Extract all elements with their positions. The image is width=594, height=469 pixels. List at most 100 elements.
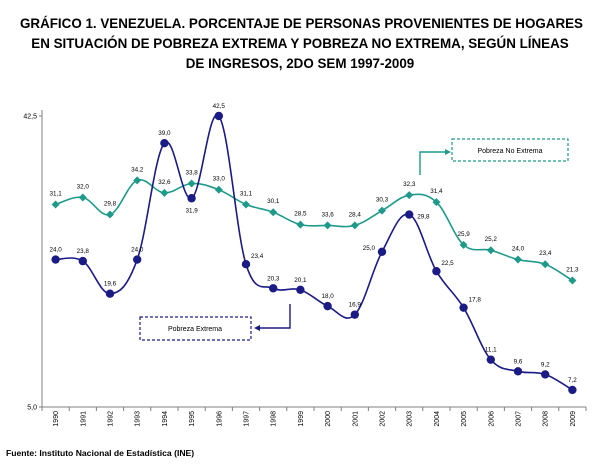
marker-no-extrema-1999	[296, 220, 305, 229]
chart-title-line-3: DE INGRESOS, 2DO SEM 1997-2009	[185, 56, 415, 71]
data-label-no-extrema-1992: 29,8	[104, 201, 117, 208]
marker-extrema-2005	[459, 303, 468, 312]
x-tick-label: 1998	[271, 411, 278, 427]
data-label-no-extrema-1996: 33,0	[213, 176, 226, 183]
x-tick-label: 2001	[352, 411, 359, 427]
data-labels: 31,1 32,0 29,8 34,2 32,6 33,8 33,0 31,1 30,1 28,5…	[49, 103, 579, 384]
marker-no-extrema-1992	[106, 210, 114, 219]
callout-arrowhead-extrema	[254, 325, 260, 331]
data-label-extrema-2009: 7,2	[568, 377, 577, 384]
marker-no-extrema-2000	[323, 221, 332, 230]
x-tick-label: 2008	[543, 411, 550, 427]
marker-extrema-1990	[51, 255, 60, 264]
data-label-extrema-2008: 9,2	[541, 361, 550, 368]
data-label-extrema-1990: 24,0	[49, 247, 62, 254]
data-label-extrema-1995: 31,9	[185, 207, 198, 214]
marker-extrema-1995	[187, 194, 196, 203]
data-label-extrema-1994: 39,0	[158, 130, 171, 137]
data-label-no-extrema-2000: 33,6	[321, 211, 334, 218]
data-label-extrema-1991: 23,8	[77, 248, 90, 255]
callout-label-extrema: Pobreza Extrema	[168, 326, 222, 333]
marker-no-extrema-2009	[568, 276, 577, 285]
marker-no-extrema-2005	[459, 240, 468, 249]
marker-no-extrema-2003	[405, 191, 414, 200]
callout-arrow-extrema	[258, 304, 291, 329]
x-tick-label: 2004	[434, 411, 441, 427]
marker-extrema-2000	[323, 301, 332, 311]
data-label-no-extrema-1995: 33,8	[185, 170, 198, 177]
marker-no-extrema-2001	[350, 221, 359, 230]
series-markers	[51, 111, 577, 395]
marker-extrema-2006	[486, 355, 495, 364]
x-tick-label: 1994	[162, 411, 169, 427]
x-tick-label: 1995	[189, 411, 196, 427]
data-label-no-extrema-1999: 28,5	[294, 211, 307, 218]
series-line-no-extrema	[55, 179, 573, 282]
marker-extrema-1992	[105, 289, 115, 298]
marker-no-extrema-2007	[514, 255, 522, 264]
callout-box-extrema	[139, 316, 252, 341]
data-label-extrema-2002: 25,0	[363, 245, 376, 252]
x-tick-label: 1991	[80, 411, 87, 427]
x-tick-label: 1996	[216, 411, 223, 427]
data-label-no-extrema-2004: 31,4	[430, 188, 443, 195]
marker-extrema-2003	[405, 210, 414, 219]
data-label-no-extrema-2003: 32,3	[403, 181, 416, 188]
y-tick-label: 5,0	[27, 405, 37, 412]
data-label-extrema-2004: 22,5	[441, 260, 454, 267]
chart-title: GRÁFICO 1. VENEZUELA. PORCENTAJE DE PERS…	[20, 14, 583, 74]
x-tick-label: 2005	[461, 411, 468, 427]
marker-extrema-2002	[377, 247, 387, 256]
y-tick-label: 42,5	[23, 114, 37, 121]
marker-extrema-2009	[568, 385, 577, 395]
data-label-extrema-2005: 17,8	[469, 297, 482, 304]
chart-title-line-2: EN SITUACIÓN DE POBREZA EXTREMA Y POBREZ…	[31, 36, 569, 51]
data-label-extrema-2006: 11,1	[485, 347, 497, 354]
marker-extrema-1998	[269, 284, 278, 293]
marker-extrema-2001	[350, 310, 359, 319]
marker-extrema-1996	[214, 111, 223, 121]
data-label-no-extrema-1991: 32,0	[77, 183, 90, 190]
data-label-extrema-1997: 23,4	[251, 253, 264, 260]
x-tick-label: 2009	[570, 411, 577, 427]
x-tick-label: 1999	[298, 411, 305, 427]
data-label-extrema-1998: 20,3	[267, 275, 280, 282]
legend-callout-pobreza-no-extrema: Pobreza No Extrema	[419, 138, 569, 175]
marker-extrema-1994	[160, 138, 169, 148]
marker-no-extrema-1993	[133, 176, 142, 185]
data-label-no-extrema-1998: 30,1	[267, 198, 280, 205]
marker-no-extrema-1994	[160, 188, 169, 197]
marker-no-extrema-2004	[432, 198, 441, 207]
marker-no-extrema-1990	[51, 200, 60, 209]
marker-extrema-2004	[432, 267, 441, 276]
marker-no-extrema-1997	[242, 200, 250, 209]
marker-no-extrema-1996	[214, 185, 223, 194]
data-label-no-extrema-2006: 25,2	[485, 236, 498, 243]
x-tick-label: 1997	[244, 411, 251, 427]
marker-no-extrema-2006	[486, 246, 495, 255]
data-label-no-extrema-2005: 25,9	[457, 231, 470, 238]
marker-extrema-2007	[513, 367, 523, 376]
callout-label-no-extrema: Pobreza No Extrema	[478, 148, 543, 155]
x-tick-label: 1990	[53, 411, 60, 427]
data-label-no-extrema-1997: 31,1	[240, 190, 253, 197]
data-label-extrema-1993: 24,0	[131, 247, 144, 254]
marker-extrema-1993	[133, 255, 142, 264]
axes: 5,0 42,5 1990 1991 1992 1993 1994 1995 1996 1997 1…	[23, 110, 587, 427]
data-label-no-extrema-2009: 21,3	[566, 267, 579, 274]
data-label-extrema-1999: 20,1	[294, 277, 307, 284]
data-label-no-extrema-2007: 24,0	[512, 246, 525, 253]
data-label-no-extrema-1993: 34,2	[131, 166, 144, 173]
source-note: Fuente: Instituto Nacional de Estadístic…	[6, 448, 195, 458]
chart-title-line-1: GRÁFICO 1. VENEZUELA. PORCENTAJE DE PERS…	[20, 16, 583, 31]
x-tick-label: 2007	[516, 411, 523, 427]
marker-no-extrema-2008	[541, 260, 550, 269]
data-label-extrema-2007: 9,6	[514, 358, 523, 365]
data-label-extrema-2000: 18,0	[321, 293, 334, 300]
callout-box-no-extrema	[451, 138, 569, 162]
marker-extrema-2008	[541, 370, 550, 379]
data-label-no-extrema-1994: 32,6	[158, 179, 171, 186]
data-label-extrema-2001: 16,9	[349, 302, 362, 309]
marker-no-extrema-2002	[378, 206, 386, 215]
